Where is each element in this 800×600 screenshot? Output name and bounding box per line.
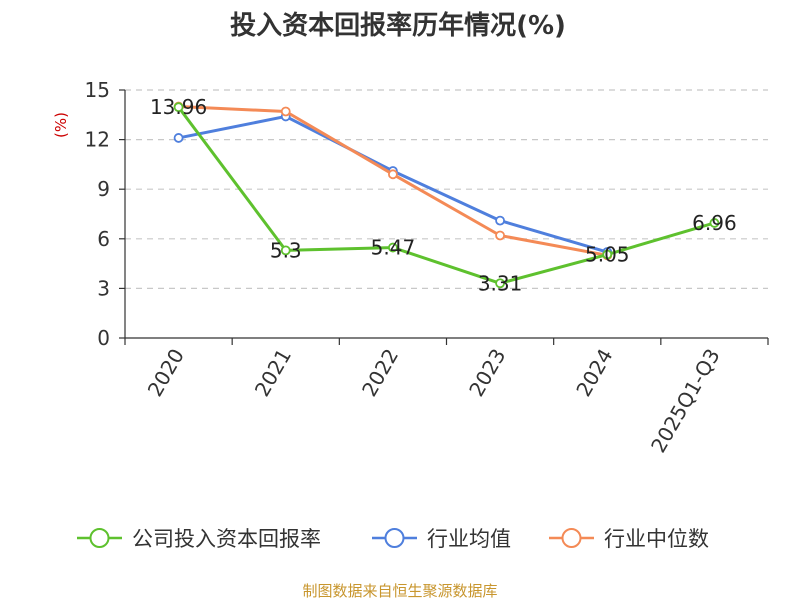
data-source-note: 制图数据来自恒生聚源数据库 [302, 582, 497, 600]
series-lines [173, 101, 720, 289]
data-label: 3.31 [478, 271, 523, 295]
data-point [173, 133, 184, 143]
data-point [388, 242, 398, 253]
y-tick-label: 6 [97, 227, 110, 251]
x-tick-label: 2023 [464, 345, 510, 401]
y-axis-label: (%) [52, 112, 70, 138]
x-tick-label: 2021 [250, 345, 296, 401]
data-point [280, 106, 291, 117]
series-line [177, 106, 715, 285]
data-label: 5.05 [585, 243, 630, 267]
legend-marker-icon [384, 528, 405, 548]
x-tick-label: 2020 [143, 345, 189, 401]
data-point [173, 102, 184, 113]
data-label: 6.96 [692, 211, 737, 235]
y-tick-label: 9 [97, 177, 110, 201]
legend-item[interactable]: 公司投入资本回报率 [77, 527, 321, 551]
x-tick-label: 2024 [571, 345, 617, 401]
legend-label: 公司投入资本回报率 [132, 527, 321, 551]
legend-marker-icon [89, 528, 110, 548]
data-point [495, 230, 505, 241]
data-point [280, 245, 291, 256]
data-point [709, 218, 720, 228]
data-label: 5.47 [371, 236, 416, 260]
x-tick-label: 2025Q1-Q3 [646, 345, 725, 457]
series-line [178, 114, 608, 254]
gridlines [125, 89, 768, 289]
data-point [495, 278, 505, 289]
legend[interactable]: 公司投入资本回报率 行业均值 行业中位数 [77, 527, 709, 551]
legend-label: 行业均值 [427, 527, 511, 551]
y-tick-label: 15 [85, 78, 110, 102]
y-tick-label: 3 [97, 276, 110, 300]
y-tick-label: 12 [85, 128, 110, 152]
legend-item[interactable]: 行业中位数 [549, 527, 709, 551]
x-tick-label: 2022 [357, 345, 403, 401]
legend-marker-icon [561, 528, 582, 548]
data-point [388, 169, 398, 180]
data-labels: 13.96 5.3 5.47 3.31 5.05 6.96 [150, 95, 737, 295]
legend-label: 行业中位数 [604, 527, 709, 551]
legend-item[interactable]: 行业均值 [372, 527, 511, 551]
data-label: 13.96 [150, 95, 207, 119]
data-label: 5.3 [270, 238, 302, 262]
data-point [602, 249, 613, 260]
y-tick-label: 0 [97, 326, 110, 350]
chart-title: 投入资本回报率历年情况(%) [230, 10, 566, 41]
data-point [495, 215, 505, 226]
